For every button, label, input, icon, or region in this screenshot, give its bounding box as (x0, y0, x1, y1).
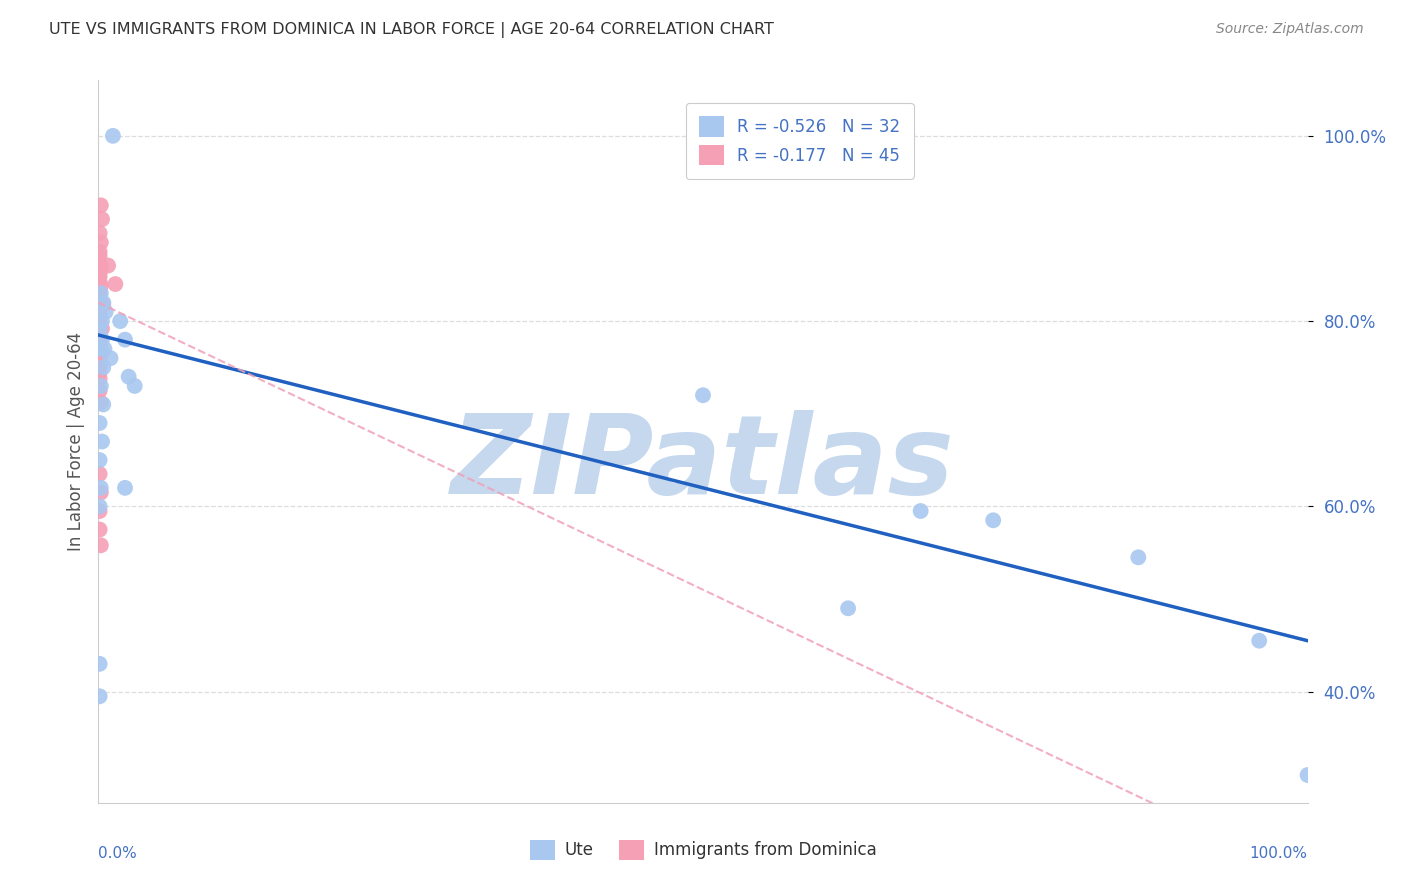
Point (108, 314, 131, 328)
Point (1128, 550, 1150, 565)
Point (89, 266, 111, 280)
Point (114, 333, 136, 347)
Point (89, 331, 111, 345)
Text: 100.0%: 100.0% (1250, 847, 1308, 861)
Point (91, 295, 114, 310)
Point (91, 212, 114, 227)
Point (981, 513, 1004, 527)
Text: 0.0%: 0.0% (98, 847, 138, 861)
Point (100, 351, 122, 366)
Point (101, 128, 124, 143)
Point (89, 288, 111, 302)
Point (118, 369, 141, 384)
Point (114, 481, 136, 495)
Point (89, 325, 111, 339)
Point (89, 523, 111, 537)
Legend: Ute, Immigrants from Dominica: Ute, Immigrants from Dominica (523, 833, 883, 867)
Point (89, 343, 111, 358)
Point (89, 307, 111, 321)
Y-axis label: In Labor Force | Age 20-64: In Labor Force | Age 20-64 (66, 332, 84, 551)
Point (90, 346, 112, 360)
Point (89, 353, 111, 368)
Point (97, 259, 120, 273)
Point (89, 226, 111, 240)
Point (910, 504, 932, 518)
Text: ZIPatlas: ZIPatlas (451, 409, 955, 516)
Point (89, 312, 111, 326)
Point (93, 342, 115, 356)
Text: Source: ZipAtlas.com: Source: ZipAtlas.com (1216, 22, 1364, 37)
Point (89, 340, 111, 354)
Point (89, 365, 111, 379)
Point (89, 359, 111, 373)
Point (1296, 768, 1319, 782)
Point (89, 275, 111, 289)
Point (89, 249, 111, 263)
Point (90, 379, 112, 393)
Point (89, 303, 111, 318)
Point (1249, 633, 1271, 648)
Point (89, 384, 111, 398)
Point (89, 269, 111, 284)
Point (91, 397, 114, 411)
Text: UTE VS IMMIGRANTS FROM DOMINICA IN LABOR FORCE | AGE 20-64 CORRELATION CHART: UTE VS IMMIGRANTS FROM DOMINICA IN LABOR… (49, 22, 775, 38)
Point (90, 342, 112, 356)
Point (89, 334, 111, 349)
Point (89, 323, 111, 337)
Point (89, 293, 111, 308)
Point (89, 285, 111, 299)
Point (90, 235, 112, 250)
Point (89, 297, 111, 311)
Point (89, 657, 111, 671)
Point (91, 434, 114, 449)
Point (91, 333, 114, 347)
Point (91, 321, 114, 335)
Point (89, 467, 111, 481)
Point (90, 481, 112, 495)
Point (90, 286, 112, 301)
Point (90, 279, 112, 293)
Point (89, 349, 111, 363)
Point (89, 359, 111, 373)
Point (90, 198, 112, 212)
Point (89, 334, 111, 349)
Point (89, 321, 111, 335)
Point (91, 314, 114, 328)
Point (90, 260, 112, 275)
Point (124, 379, 146, 393)
Point (90, 395, 112, 409)
Point (89, 416, 111, 430)
Point (89, 453, 111, 467)
Point (91, 360, 114, 375)
Point (91, 297, 114, 311)
Point (89, 504, 111, 518)
Point (89, 316, 111, 330)
Point (104, 277, 127, 291)
Point (90, 538, 112, 552)
Point (94, 305, 117, 319)
Point (692, 388, 714, 402)
Point (89, 244, 111, 259)
Point (837, 601, 859, 615)
Point (89, 690, 111, 704)
Point (89, 257, 111, 271)
Point (89, 500, 111, 514)
Point (89, 371, 111, 385)
Point (90, 485, 112, 500)
